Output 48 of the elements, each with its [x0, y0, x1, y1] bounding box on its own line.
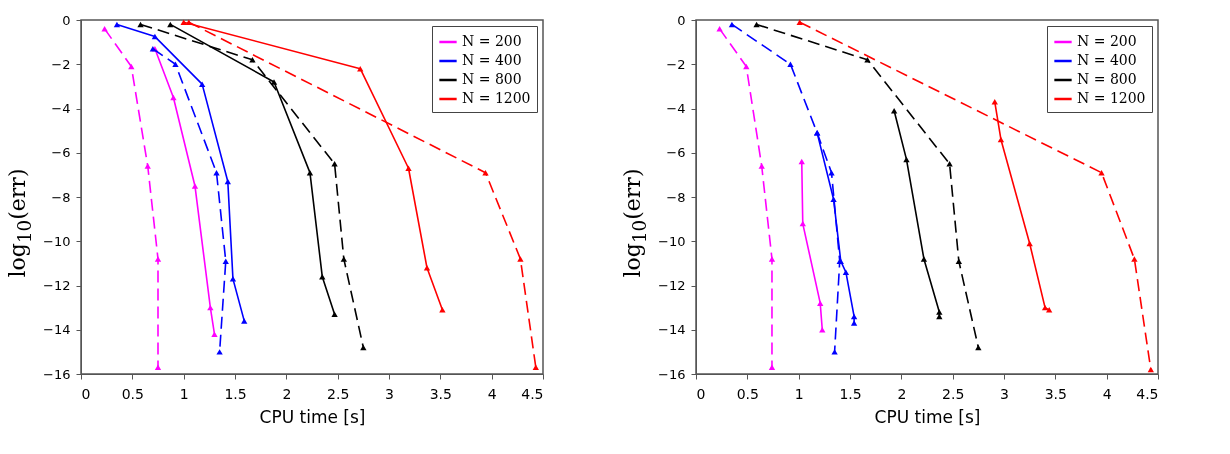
x-tick-label: 0	[696, 385, 706, 402]
y-tick-label: −8	[51, 189, 71, 205]
legend-label: N = 400	[462, 52, 522, 68]
y-tick-label: −6	[51, 145, 71, 161]
x-tick-label: 3.5	[1044, 385, 1067, 402]
x-tick-label: 0.5	[736, 385, 759, 402]
x-tick-label: 2.5	[327, 385, 350, 402]
y-tick-label: −4	[666, 101, 686, 116]
y-tick-label: −14	[43, 322, 71, 338]
y-tick-label: −12	[658, 278, 686, 293]
x-tick-label: 4	[1102, 385, 1112, 402]
x-tick-label: 3.5	[429, 385, 452, 402]
x-tick-label: 2.5	[942, 385, 965, 402]
y-tick-label: −8	[666, 189, 686, 205]
x-tick-label: 1	[179, 385, 189, 402]
legend-label: N = 1200	[1077, 90, 1146, 106]
x-tick-label: 4.5	[521, 385, 544, 402]
x-axis-title: CPU time [s]	[874, 406, 981, 427]
y-tick-label: −14	[658, 322, 686, 338]
y-tick-label: 0	[677, 12, 686, 28]
x-tick-label: 0	[81, 385, 91, 402]
legend-label: N = 200	[1077, 33, 1137, 49]
y-tick-label: −6	[666, 145, 686, 161]
x-tick-label: 2	[282, 385, 292, 402]
x-tick-label: 1.5	[224, 385, 247, 402]
x-tick-label: 0.5	[121, 385, 144, 402]
legend-label: N = 800	[1077, 71, 1137, 87]
legend-label: N = 400	[1077, 52, 1137, 68]
y-tick-label: −4	[51, 101, 71, 116]
x-tick-label: 1	[794, 385, 804, 402]
x-tick-label: 3	[385, 385, 394, 402]
y-tick-label: −12	[43, 278, 71, 293]
x-tick-label: 4	[487, 385, 497, 402]
legend-label: N = 1200	[462, 90, 531, 106]
x-tick-label: 3	[1000, 385, 1009, 402]
x-tick-label: 2	[897, 385, 907, 402]
y-tick-label: −16	[43, 366, 71, 382]
y-tick-label: −10	[658, 233, 686, 249]
legend-label: N = 200	[462, 33, 522, 49]
y-tick-label: −2	[51, 56, 71, 72]
legend-label: N = 800	[462, 71, 522, 87]
y-tick-label: −10	[43, 233, 71, 249]
x-axis-title: CPU time [s]	[259, 406, 366, 427]
y-tick-label: −2	[666, 56, 686, 72]
x-tick-label: 1.5	[839, 385, 862, 402]
y-tick-label: −16	[658, 366, 686, 382]
y-tick-label: 0	[62, 12, 71, 28]
x-tick-label: 4.5	[1136, 385, 1159, 402]
